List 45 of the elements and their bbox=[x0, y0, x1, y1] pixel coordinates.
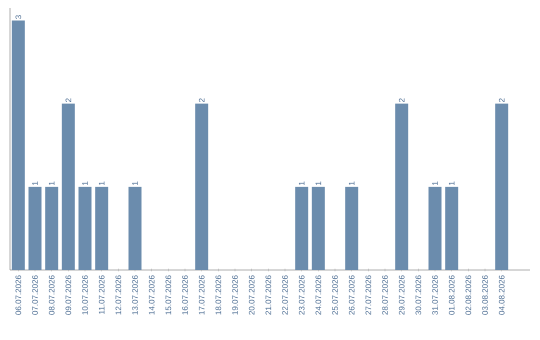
data-label: 1 bbox=[132, 182, 138, 186]
x-tick-label: 24.07.2026 bbox=[316, 275, 322, 315]
x-tick-label: 28.07.2026 bbox=[382, 275, 388, 315]
data-label: 2 bbox=[498, 98, 504, 102]
x-tick-label: 31.07.2026 bbox=[432, 275, 438, 315]
data-label: 1 bbox=[432, 182, 438, 186]
x-tick-label: 04.08.2026 bbox=[498, 275, 505, 315]
x-tick-label: 22.07.2026 bbox=[282, 275, 288, 315]
data-label: 1 bbox=[448, 182, 454, 186]
x-tick-label: 12.07.2026 bbox=[116, 275, 122, 314]
data-label: 2 bbox=[398, 98, 404, 102]
x-tick-label: 25.07.2026 bbox=[332, 275, 338, 315]
x-tick-label: 20.07.2026 bbox=[248, 275, 255, 315]
x-tick-label: 27.07.2026 bbox=[366, 275, 372, 315]
x-tick-label: 29.07.2026 bbox=[398, 275, 405, 315]
data-label: 1 bbox=[32, 182, 38, 186]
x-tick-label: 13.07.2026 bbox=[132, 275, 138, 314]
x-tick-label: 09.07.2026 bbox=[66, 275, 72, 315]
data-label: 1 bbox=[98, 182, 104, 186]
x-tick-label: 26.07.2026 bbox=[348, 275, 355, 315]
x-tick-label: 16.07.2026 bbox=[182, 275, 188, 314]
x-tick-label: 03.08.2026 bbox=[482, 275, 488, 315]
x-tick-label: 17.07.2026 bbox=[198, 275, 205, 314]
x-tick-label: 10.07.2026 bbox=[82, 275, 88, 314]
data-label: 2 bbox=[66, 98, 72, 102]
data-label: 1 bbox=[48, 182, 54, 186]
data-label: 3 bbox=[16, 15, 22, 19]
x-tick-label: 19.07.2026 bbox=[232, 275, 238, 314]
data-label: 2 bbox=[198, 98, 204, 102]
data-label: 1 bbox=[298, 182, 304, 186]
x-tick-label: 30.07.2026 bbox=[416, 275, 422, 315]
x-tick-label: 11.07.2026 bbox=[98, 275, 105, 314]
x-tick-label: 01.08.2026 bbox=[448, 275, 455, 315]
data-label: 1 bbox=[82, 182, 88, 186]
x-tick-label: 02.08.2026 bbox=[466, 275, 472, 315]
x-tick-label: 14.07.2026 bbox=[148, 275, 155, 314]
x-tick-label: 15.07.2026 bbox=[166, 275, 172, 314]
x-tick-label: 08.07.2026 bbox=[48, 275, 54, 315]
x-tick-label: 21.07.2026 bbox=[266, 275, 272, 315]
x-tick-label: 07.07.2026 bbox=[32, 275, 38, 315]
x-tick-label: 18.07.2026 bbox=[216, 275, 222, 314]
data-label: 1 bbox=[316, 182, 322, 186]
x-tick-label: 23.07.2026 bbox=[298, 275, 305, 315]
x-tick-label: 06.07.2026 bbox=[16, 275, 22, 315]
data-label: 1 bbox=[348, 182, 354, 186]
